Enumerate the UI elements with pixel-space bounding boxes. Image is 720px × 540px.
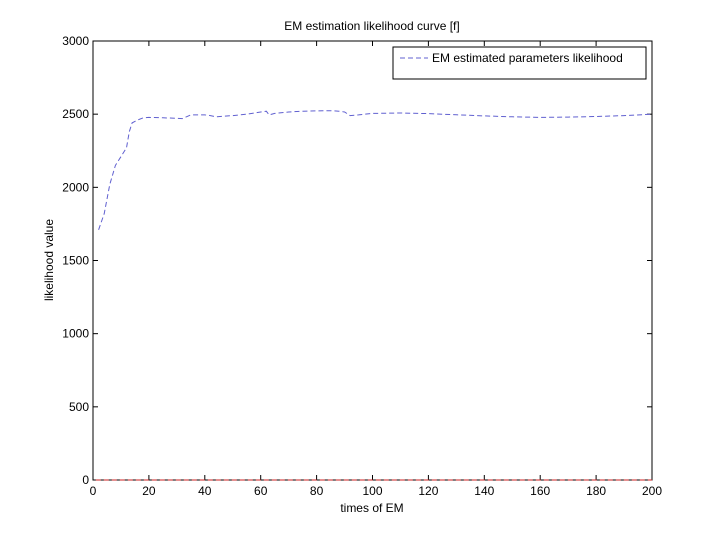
x-tick-label: 140 (474, 484, 494, 498)
x-tick-label: 120 (418, 484, 438, 498)
x-tick-label: 160 (530, 484, 550, 498)
y-tick-label: 500 (69, 400, 89, 414)
y-tick-label: 2000 (62, 180, 89, 194)
series-line-0 (98, 110, 653, 230)
x-tick-label: 100 (362, 484, 382, 498)
series-layer (95, 110, 653, 481)
x-axis-label: times of EM (340, 501, 403, 515)
x-tick-label: 60 (254, 484, 268, 498)
x-tick-label: 20 (142, 484, 156, 498)
legend-entry-label: EM estimated parameters likelihood (432, 51, 623, 65)
plot-area (92, 40, 653, 481)
y-axis-ticks: 0 500 1000 1500 2000 2500 3000 (62, 34, 652, 487)
y-tick-label: 0 (82, 473, 89, 487)
legend-box (392, 46, 647, 80)
x-tick-label: 200 (642, 484, 662, 498)
x-tick-label: 0 (90, 484, 97, 498)
chart-title: EM estimation likelihood curve [f] (284, 19, 459, 33)
y-tick-label: 3000 (62, 34, 89, 48)
x-axis-ticks: 0 20 40 60 80 100 120 140 160 180 200 (90, 41, 662, 498)
y-tick-label: 1500 (62, 254, 89, 268)
x-tick-label: 180 (586, 484, 606, 498)
legend: EM estimated parameters likelihood (392, 46, 647, 80)
y-tick-label: 1000 (62, 327, 89, 341)
x-tick-label: 40 (198, 484, 212, 498)
y-axis-label: likelihood value (42, 219, 56, 301)
y-tick-label: 2500 (62, 107, 89, 121)
x-tick-label: 80 (310, 484, 324, 498)
